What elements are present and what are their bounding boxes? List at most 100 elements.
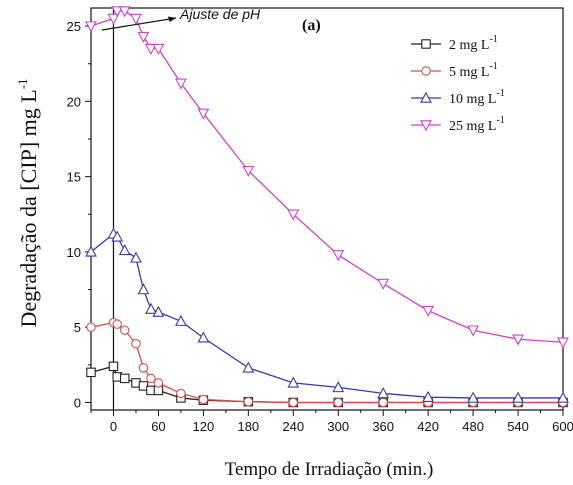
x-tick-label: 360 xyxy=(372,419,394,434)
data-point xyxy=(197,108,210,120)
legend-marker xyxy=(420,91,432,103)
data-point xyxy=(137,31,150,43)
data-point xyxy=(111,230,124,242)
data-point xyxy=(174,314,187,326)
legend-label-main: 25 mg L xyxy=(449,119,496,134)
y-axis-label-main: Degradação da [CIP] mg L xyxy=(16,89,41,327)
data-point xyxy=(153,378,164,388)
data-point xyxy=(422,390,435,402)
legend-item: 25 mg L-1 xyxy=(411,115,505,134)
data-point xyxy=(332,381,345,393)
data-point xyxy=(130,13,142,25)
legend-label-main: 10 mg L xyxy=(449,92,496,107)
data-point xyxy=(130,251,142,263)
y-tick-label: 5 xyxy=(74,320,81,335)
legend-label-sup: -1 xyxy=(489,34,497,45)
data-point xyxy=(145,302,157,314)
data-point xyxy=(85,21,97,33)
data-point xyxy=(112,319,122,329)
data-point xyxy=(512,334,524,346)
x-tick-label: 0 xyxy=(110,419,117,434)
panel-label: (a) xyxy=(302,17,321,34)
x-tick-label: 600 xyxy=(552,419,573,434)
data-point xyxy=(332,250,345,262)
series-layer xyxy=(85,6,569,408)
data-point xyxy=(118,244,131,256)
y-tick-label: 10 xyxy=(67,245,81,260)
legend: 2 mg L-15 mg L-110 mg L-125 mg L-1 xyxy=(411,34,505,134)
legend-marker xyxy=(421,39,431,49)
y-tick-label: 15 xyxy=(67,170,81,185)
data-point xyxy=(287,209,300,221)
data-point xyxy=(512,391,524,403)
legend-label-sup: -1 xyxy=(496,88,504,99)
y-tick-label: 25 xyxy=(67,19,81,34)
data-point xyxy=(198,394,209,405)
y-tick-label: 20 xyxy=(67,94,81,109)
legend-label-sup: -1 xyxy=(496,115,504,126)
x-tick-label: 480 xyxy=(462,419,484,434)
data-point xyxy=(467,391,480,403)
legend-marker xyxy=(421,66,431,76)
legend-label-main: 2 mg L xyxy=(449,38,489,53)
legend-label: 25 mg L-1 xyxy=(449,115,505,134)
data-point xyxy=(333,397,343,408)
data-point xyxy=(557,337,569,349)
data-point xyxy=(174,78,187,90)
data-point xyxy=(108,361,119,372)
data-point xyxy=(119,325,130,335)
data-point xyxy=(467,325,480,337)
y-axis-label-sup: -1 xyxy=(15,78,30,89)
data-point xyxy=(422,305,435,318)
data-point xyxy=(557,391,569,403)
data-point xyxy=(118,6,131,18)
x-tick-label: 240 xyxy=(282,419,304,434)
data-point xyxy=(152,305,165,317)
legend-item: 2 mg L-1 xyxy=(411,34,498,53)
annotation: Ajuste de pH xyxy=(101,6,261,31)
legend-label-main: 5 mg L xyxy=(449,65,489,80)
data-point xyxy=(287,376,300,388)
data-point xyxy=(138,363,149,373)
x-tick-label: 300 xyxy=(327,419,349,434)
legend-item: 5 mg L-1 xyxy=(411,61,498,80)
data-point xyxy=(242,165,255,177)
legend-label-sup: -1 xyxy=(489,61,497,72)
data-point xyxy=(152,43,165,56)
data-point xyxy=(176,388,186,399)
plot-frame xyxy=(90,7,564,411)
data-point xyxy=(107,13,120,25)
series-3 xyxy=(85,227,569,403)
y-tick-label: 0 xyxy=(74,395,81,410)
data-point xyxy=(119,373,130,384)
annotation-arrowhead xyxy=(168,16,176,22)
legend-marker xyxy=(420,120,432,132)
data-point xyxy=(86,367,96,378)
data-point xyxy=(378,397,388,408)
data-point xyxy=(377,387,390,399)
data-point xyxy=(85,245,97,257)
data-point xyxy=(243,396,254,407)
legend-label: 2 mg L-1 xyxy=(449,34,498,53)
data-point xyxy=(145,43,157,56)
x-axis-ticks: 0 60 120 180 240 300 360 420 480 540 600 xyxy=(90,410,573,434)
x-tick-label: 120 xyxy=(193,419,215,434)
data-point xyxy=(377,278,390,290)
legend-label: 10 mg L-1 xyxy=(449,88,505,107)
data-point xyxy=(288,397,299,408)
data-point xyxy=(242,361,255,373)
legend-item: 10 mg L-1 xyxy=(411,88,505,107)
data-point xyxy=(137,283,150,295)
data-point xyxy=(86,322,96,332)
annotation-arrow-line xyxy=(101,17,177,31)
y-axis-ticks: 0 5 10 15 20 25 xyxy=(67,19,91,410)
x-axis-label: Tempo de Irradiação (min.) xyxy=(225,459,434,480)
x-tick-label: 60 xyxy=(151,419,165,434)
x-tick-label: 180 xyxy=(237,419,259,434)
data-point xyxy=(111,6,124,18)
x-tick-label: 420 xyxy=(417,419,439,434)
data-point xyxy=(197,331,210,343)
y-axis-label: Degradação da [CIP] mg L-1 xyxy=(15,78,41,327)
annotation-text: Ajuste de pH xyxy=(179,6,261,22)
